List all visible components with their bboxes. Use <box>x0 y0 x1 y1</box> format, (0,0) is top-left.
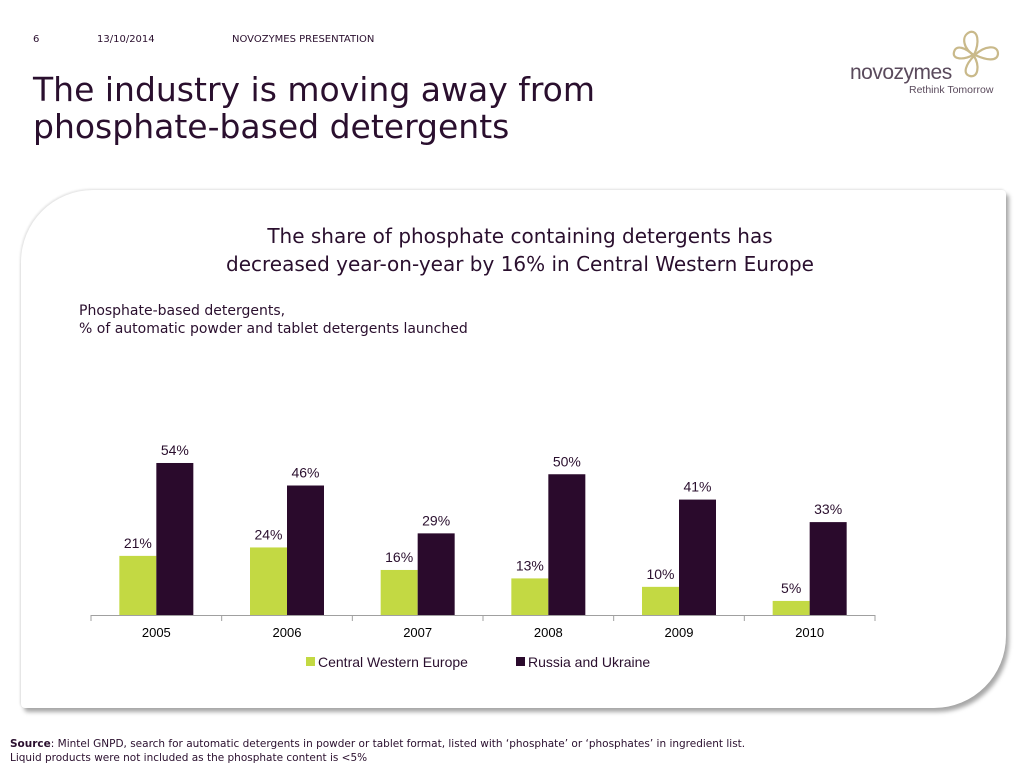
data-label-cwe-2010: 5% <box>781 580 801 596</box>
slide-title-line-1: The industry is moving away from <box>33 70 596 109</box>
data-label-russia-ukraine-2009: 41% <box>683 479 711 495</box>
data-label-russia-ukraine-2005: 54% <box>161 442 189 458</box>
bar-cwe-2009 <box>642 586 679 615</box>
bar-cwe-2006 <box>250 547 287 615</box>
bar-russia-ukraine-2005 <box>156 462 194 615</box>
data-label-cwe-2007: 16% <box>385 549 413 565</box>
page-number: 6 <box>33 34 40 45</box>
bar-russia-ukraine-2010 <box>809 522 847 615</box>
data-label-cwe-2005: 21% <box>124 535 152 551</box>
data-label-cwe-2008: 13% <box>516 557 544 573</box>
legend-label-cwe: Central Western Europe <box>318 654 468 670</box>
slide-title: The industry is moving away from phospha… <box>33 71 673 145</box>
bar-russia-ukraine-2009 <box>679 499 716 615</box>
data-label-cwe-2006: 24% <box>254 526 282 542</box>
data-label-russia-ukraine-2010: 33% <box>814 501 842 517</box>
slide-title-line-2: phosphate-based detergents <box>33 107 510 146</box>
x-tick-label-2010: 2010 <box>795 625 824 640</box>
bar-russia-ukraine-2006 <box>287 485 324 615</box>
slide-date: 13/10/2014 <box>97 34 155 45</box>
bar-cwe-2008 <box>511 578 549 615</box>
chart-subtitle-line-2: % of automatic powder and tablet deterge… <box>79 321 468 337</box>
source-line-2: Liquid products were not included as the… <box>10 752 368 764</box>
source-text: : Mintel GNPD, search for automatic dete… <box>50 738 746 750</box>
data-label-russia-ukraine-2008: 50% <box>553 453 581 469</box>
x-tick-label-2007: 2007 <box>403 625 432 640</box>
source-note: Source: Mintel GNPD, search for automati… <box>10 737 745 765</box>
presentation-label: NOVOZYMES PRESENTATION <box>232 34 375 45</box>
chart-headline-line-2: decreased year-on-year by 16% in Central… <box>226 252 814 276</box>
legend-swatch-cwe <box>306 657 315 666</box>
bar-russia-ukraine-2008 <box>548 474 586 615</box>
data-label-russia-ukraine-2007: 29% <box>422 512 450 528</box>
chart-subtitle-line-1: Phosphate-based detergents, <box>79 303 286 319</box>
novozymes-logo: novozymes Rethink Tomorrow <box>846 28 1006 100</box>
bar-russia-ukraine-2007 <box>417 533 455 615</box>
x-tick-label-2005: 2005 <box>142 625 171 640</box>
legend-swatch-russia-ukraine <box>516 657 525 666</box>
chart-headline: The share of phosphate containing deterg… <box>130 222 910 278</box>
x-tick-label-2008: 2008 <box>534 625 563 640</box>
logo-tagline: Rethink Tomorrow <box>909 84 994 96</box>
chart-subtitle: Phosphate-based detergents, % of automat… <box>79 302 468 338</box>
legend-label-russia-ukraine: Russia and Ukraine <box>528 654 650 670</box>
data-label-russia-ukraine-2006: 46% <box>291 465 319 481</box>
source-line-1: Source: Mintel GNPD, search for automati… <box>10 737 745 751</box>
chart-headline-line-1: The share of phosphate containing deterg… <box>267 224 773 248</box>
data-label-cwe-2009: 10% <box>646 566 674 582</box>
content-panel <box>21 190 1006 708</box>
source-label: Source <box>10 738 51 750</box>
bar-cwe-2005 <box>119 555 157 615</box>
x-tick-label-2006: 2006 <box>273 625 302 640</box>
bar-cwe-2010 <box>772 600 810 615</box>
logo-wordmark: novozymes <box>850 61 952 84</box>
x-tick-label-2009: 2009 <box>665 625 694 640</box>
clover-logo-icon <box>952 30 1000 78</box>
bar-cwe-2007 <box>380 569 418 615</box>
